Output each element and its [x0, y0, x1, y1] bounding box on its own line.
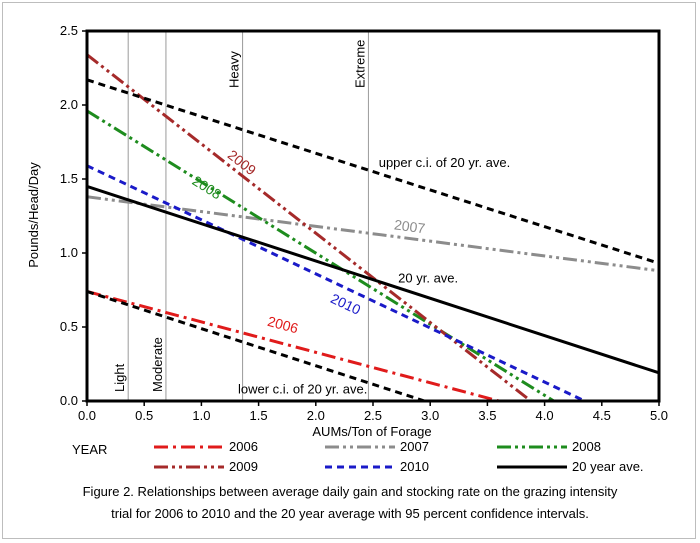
intensity-label-light: Light — [112, 363, 127, 392]
x-tick-label: 4.5 — [593, 408, 611, 423]
x-tick-label: 0.5 — [135, 408, 153, 423]
series-label-upper-c-i-of-20-yr-ave: upper c.i. of 20 yr. ave. — [379, 155, 511, 170]
series-label-2008: 2008 — [190, 172, 225, 202]
y-tick-label: 1.0 — [60, 245, 78, 260]
series-line-2007 — [87, 195, 659, 273]
series-lines — [87, 53, 659, 401]
y-tick-label: 1.5 — [60, 171, 78, 186]
intensity-label-heavy: Heavy — [227, 51, 242, 88]
x-tick-label: 2.5 — [364, 408, 382, 423]
y-tick-label: 2.0 — [60, 97, 78, 112]
x-tick-label: 0.0 — [78, 408, 96, 423]
intensity-label-moderate: Moderate — [150, 337, 165, 392]
series-label-2007: 2007 — [393, 216, 426, 236]
series-line-2006 — [87, 290, 500, 401]
series-label-lower-c-i-of-20-yr-ave: lower c.i. of 20 yr. ave. — [238, 382, 367, 397]
plot-area: Light Moderate Heavy Extreme 2006 2007 2008200… — [60, 23, 668, 423]
series-label-2009: 2009 — [225, 147, 260, 179]
x-tick-label: 3.5 — [478, 408, 496, 423]
series-label-20-year-ave: 20 yr. ave. — [398, 271, 458, 286]
x-tick-label: 1.5 — [250, 408, 268, 423]
x-tick-label: 1.0 — [192, 408, 210, 423]
legend-label-2009: 2009 — [229, 459, 258, 474]
y-axis-label: Pounds/Head/Day — [26, 162, 41, 268]
series-line-2010 — [87, 164, 586, 401]
y-tick-label: 0.0 — [60, 393, 78, 408]
legend: YEAR 2006 2007 2008 2009 2010 20 year ave. — [72, 439, 644, 474]
legend-label-2010: 2010 — [400, 459, 429, 474]
series-line-2008 — [87, 109, 555, 401]
figure-caption-line-1: Figure 2. Relationships between average … — [82, 484, 618, 499]
figure-caption-line-2: trial for 2006 to 2010 and the 20 year a… — [111, 506, 589, 521]
legend-label-2007: 2007 — [400, 439, 429, 454]
x-tick-label: 4.0 — [536, 408, 554, 423]
series-line-upper-c-i-of-20-yr-ave — [87, 78, 659, 265]
x-tick-label: 3.0 — [421, 408, 439, 423]
intensity-label-extreme: Extreme — [352, 40, 367, 88]
series-label-2006: 2006 — [266, 313, 300, 337]
legend-label-20-year-ave: 20 year ave. — [572, 459, 644, 474]
y-tick-label: 0.5 — [60, 319, 78, 334]
series-line-2009 — [87, 53, 532, 401]
legend-heading: YEAR — [72, 442, 107, 457]
x-tick-label: 5.0 — [650, 408, 668, 423]
x-axis-label: AUMs/Ton of Forage — [312, 424, 431, 439]
legend-label-2008: 2008 — [572, 439, 601, 454]
y-tick-label: 2.5 — [60, 23, 78, 38]
series-line-20-year-ave — [87, 184, 659, 375]
x-tick-label: 2.0 — [307, 408, 325, 423]
legend-label-2006: 2006 — [229, 439, 258, 454]
